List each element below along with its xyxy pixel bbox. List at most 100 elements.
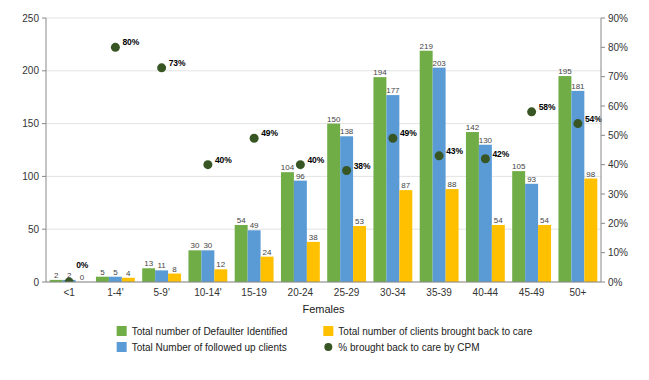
dot-label: 43% — [446, 146, 463, 156]
bar — [340, 136, 353, 282]
bar — [466, 132, 479, 282]
bar — [558, 76, 571, 282]
dot — [250, 134, 259, 143]
bar — [420, 51, 433, 282]
x-tick-label: 1-4' — [107, 287, 123, 298]
bar-label: 138 — [340, 127, 354, 136]
bar — [373, 77, 386, 282]
bar — [386, 95, 399, 282]
grid-line — [46, 18, 601, 19]
y2-tick — [601, 252, 605, 253]
bar — [571, 91, 584, 282]
bar-label: 54 — [540, 216, 549, 225]
y-tick-label: 0 — [33, 277, 39, 288]
y2-tick-label: 40% — [608, 159, 628, 170]
bar — [525, 184, 538, 282]
x-axis-label: Females — [302, 303, 345, 315]
bar — [433, 68, 446, 282]
y2-tick-label: 50% — [608, 130, 628, 141]
background — [0, 0, 649, 380]
y2-tick — [601, 164, 605, 165]
dot-label: 80% — [122, 37, 139, 47]
legend-item: Total number of Defaulter Identified — [117, 326, 288, 337]
y2-tick — [601, 76, 605, 77]
bar-label: 98 — [586, 170, 595, 179]
dot — [388, 134, 397, 143]
legend-swatch — [323, 326, 333, 336]
bar — [584, 179, 597, 282]
bar — [281, 172, 294, 282]
bar-label: 8 — [172, 265, 177, 274]
y-tick — [42, 123, 46, 124]
bar-label: 181 — [571, 82, 585, 91]
grid — [46, 18, 601, 282]
legend-swatch — [117, 326, 127, 336]
y-tick — [42, 229, 46, 230]
bar-label: 194 — [373, 68, 387, 77]
bar — [261, 257, 274, 282]
x-tick-label: 50+ — [569, 287, 586, 298]
bar-label: 24 — [263, 248, 272, 257]
bar — [538, 225, 551, 282]
legend-label: Total number of Defaulter Identified — [132, 326, 288, 337]
bar-label: 203 — [432, 59, 446, 68]
x-tick-label: 40-44 — [473, 287, 499, 298]
bar — [327, 124, 340, 282]
y-tick-label: 200 — [22, 65, 39, 76]
marks — [50, 43, 598, 282]
y2-tick-label: 60% — [608, 101, 628, 112]
bar — [168, 274, 181, 282]
y2-tick-label: 70% — [608, 71, 628, 82]
x-axis-line — [46, 282, 601, 283]
bar — [142, 268, 155, 282]
bar-label: 130 — [479, 136, 493, 145]
x-tick-label: 25-29 — [334, 287, 360, 298]
dot-label: 38% — [354, 161, 371, 171]
y-tick-label: 50 — [28, 224, 40, 235]
bar — [188, 250, 201, 282]
y2-tick-label: 20% — [608, 218, 628, 229]
bar-label: 12 — [216, 260, 225, 269]
data-labels: 2513305410415019421914210519525113049961… — [54, 37, 602, 282]
bar — [109, 277, 122, 282]
bar-label: 88 — [448, 180, 457, 189]
bar-label: 2 — [54, 271, 59, 280]
dot-label: 58% — [539, 102, 556, 112]
bar — [307, 242, 320, 282]
y-tick-label: 250 — [22, 13, 39, 24]
x-tick-label: 30-34 — [380, 287, 406, 298]
grid-line — [46, 70, 601, 71]
bar-label: 142 — [466, 123, 480, 132]
bar-label: 54 — [237, 216, 246, 225]
bar — [201, 250, 214, 282]
legend-swatch — [324, 343, 332, 351]
bar — [248, 230, 261, 282]
y-axis-line — [46, 18, 47, 282]
legend-label: Total number of clients brought back to … — [338, 326, 532, 337]
bar-label: 105 — [512, 162, 526, 171]
bar-label: 54 — [494, 216, 503, 225]
y2-tick — [601, 194, 605, 195]
bar — [235, 225, 248, 282]
legend-item: Total Number of followed up clients — [117, 342, 287, 353]
bar-label: 53 — [355, 217, 364, 226]
bar — [399, 190, 412, 282]
dot-label: 49% — [400, 128, 417, 138]
dot-label: 40% — [215, 155, 232, 165]
grid-line — [46, 282, 601, 283]
axes: 0501001502002500%10%20%30%40%50%60%70%80… — [22, 13, 628, 316]
y2-axis-line — [601, 18, 602, 282]
legend-item: Total number of clients brought back to … — [323, 326, 532, 337]
grid-line — [46, 123, 601, 124]
y2-tick-label: 80% — [608, 42, 628, 53]
x-tick-label: 15-19 — [241, 287, 267, 298]
x-tick-label: <1 — [63, 287, 75, 298]
bar-label: 93 — [527, 175, 536, 184]
dot — [573, 119, 582, 128]
bar-label: 219 — [419, 42, 433, 51]
bar — [492, 225, 505, 282]
x-tick-label: 20-24 — [288, 287, 314, 298]
bar-label: 30 — [190, 241, 199, 250]
x-tick-label: 45-49 — [519, 287, 545, 298]
bar-label: 2 — [67, 271, 72, 280]
